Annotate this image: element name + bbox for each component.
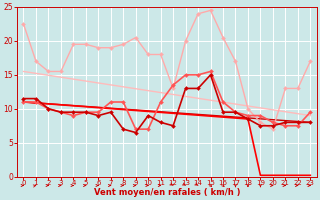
X-axis label: Vent moyen/en rafales ( km/h ): Vent moyen/en rafales ( km/h ) bbox=[94, 188, 240, 197]
